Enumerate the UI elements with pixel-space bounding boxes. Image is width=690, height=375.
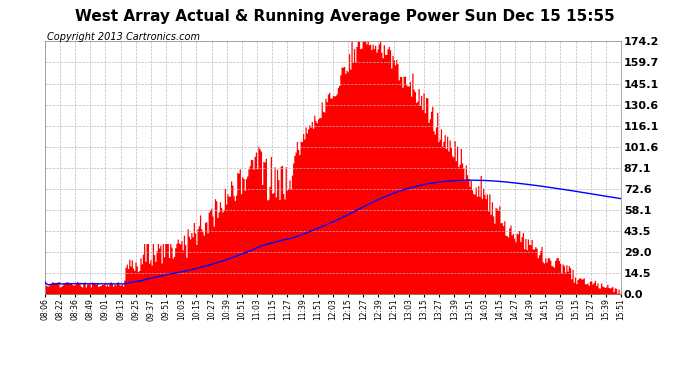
Text: West Array  (DC Watts): West Array (DC Watts): [525, 24, 643, 33]
Text: Copyright 2013 Cartronics.com: Copyright 2013 Cartronics.com: [47, 32, 200, 42]
Text: Average  (DC Watts): Average (DC Watts): [394, 24, 496, 33]
Text: West Array Actual & Running Average Power Sun Dec 15 15:55: West Array Actual & Running Average Powe…: [75, 9, 615, 24]
